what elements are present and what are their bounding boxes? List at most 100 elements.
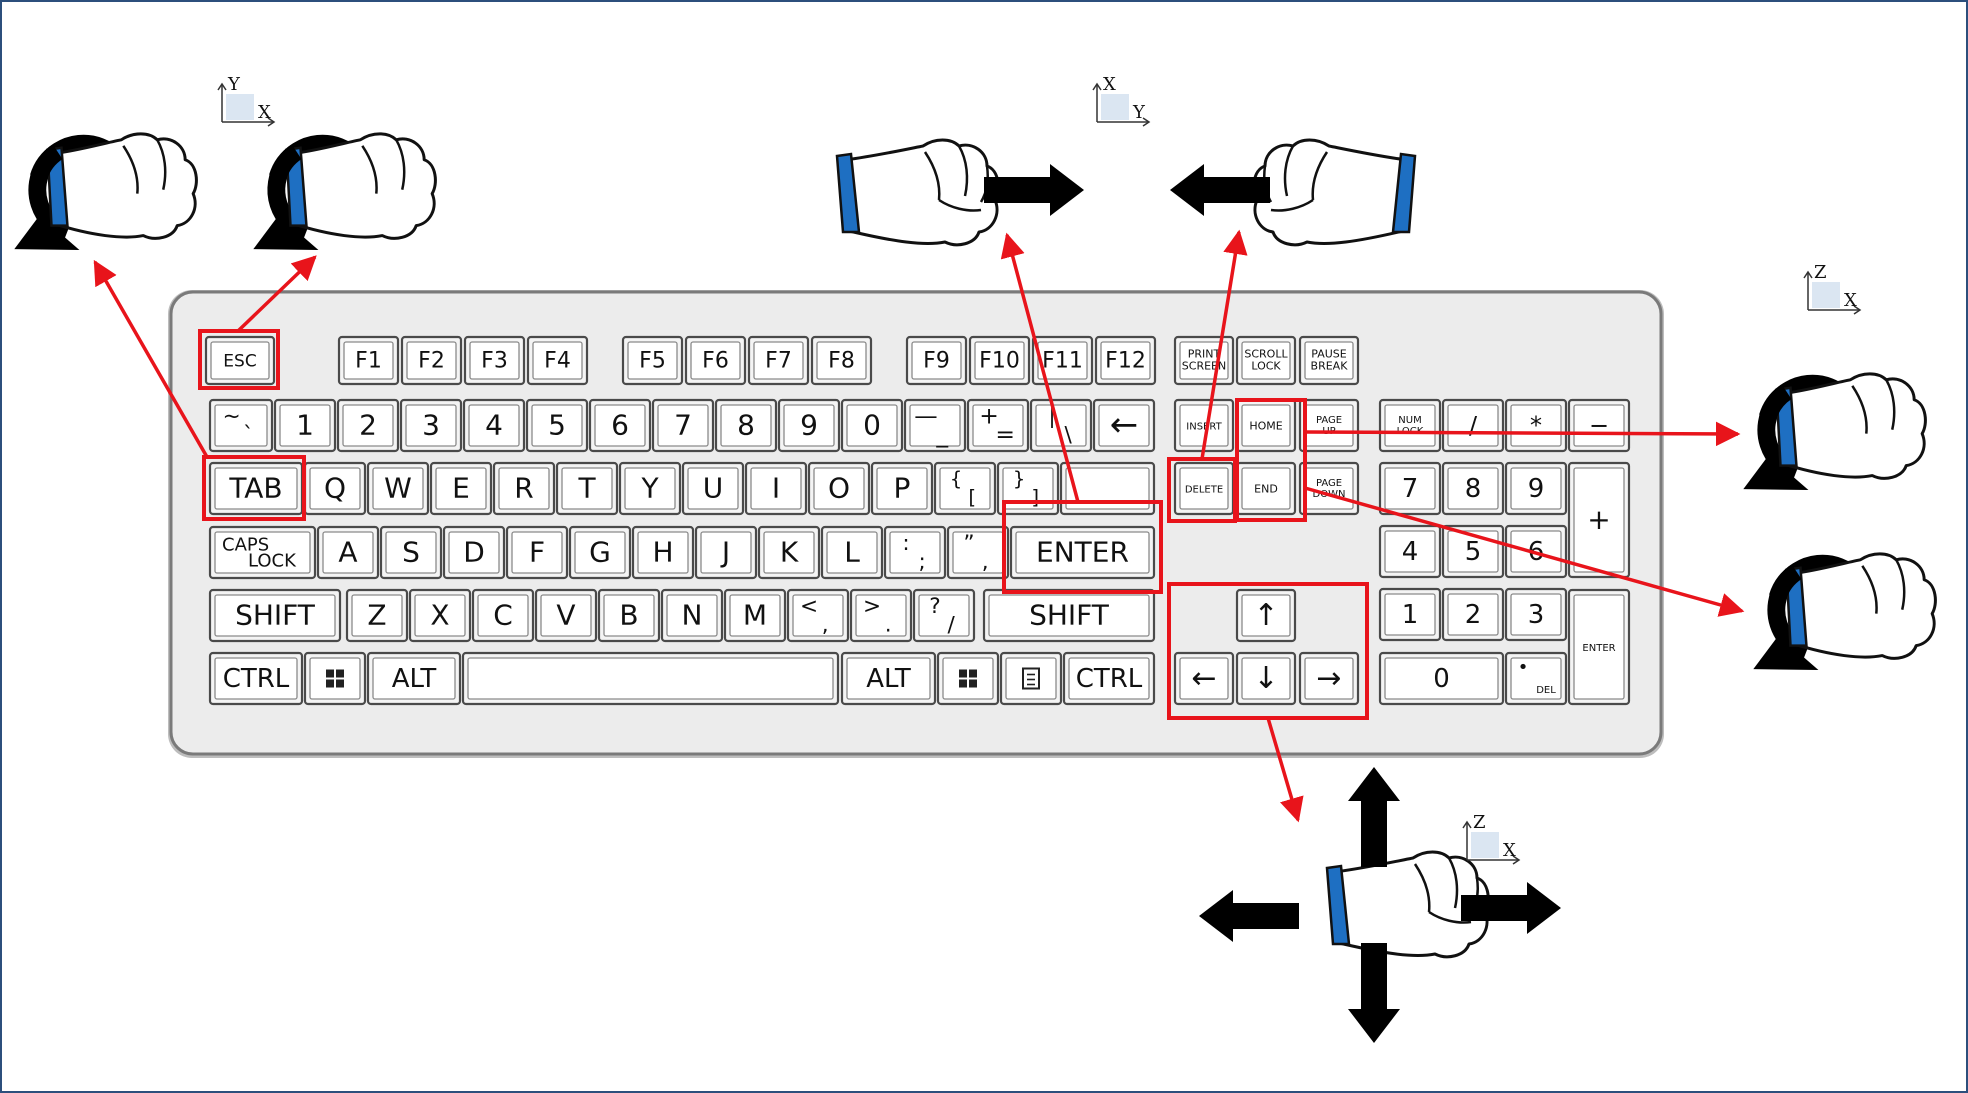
- key-question[interactable]: ?/: [912, 588, 976, 643]
- key-numpad-minus[interactable]: −: [1567, 398, 1631, 453]
- key-alt-right[interactable]: ALT: [840, 651, 937, 706]
- key-a[interactable]: A: [316, 525, 380, 580]
- key-q[interactable]: Q: [303, 461, 367, 516]
- key-numpad-dot[interactable]: • DEL: [1504, 651, 1568, 706]
- key-tab[interactable]: TAB: [208, 461, 304, 516]
- key-end[interactable]: END: [1235, 461, 1297, 516]
- key-f4[interactable]: F4: [526, 335, 589, 386]
- key-v[interactable]: V: [534, 588, 598, 643]
- key-w[interactable]: W: [366, 461, 430, 516]
- key-esc[interactable]: ESC: [204, 335, 276, 386]
- key-num-lock[interactable]: NUMLOCK: [1378, 398, 1442, 453]
- key-ctrl-left[interactable]: CTRL: [208, 651, 304, 706]
- key-y[interactable]: Y: [618, 461, 682, 516]
- key-2[interactable]: 2: [336, 398, 400, 453]
- key-insert[interactable]: INSERT: [1173, 398, 1235, 453]
- key-numpad-multiply[interactable]: *: [1504, 398, 1568, 453]
- key-numpad-4[interactable]: 4: [1378, 524, 1442, 579]
- key-p[interactable]: P: [870, 461, 934, 516]
- key-quote[interactable]: ”,: [946, 525, 1010, 580]
- key-equals[interactable]: +=: [966, 398, 1030, 453]
- key-d[interactable]: D: [442, 525, 506, 580]
- key-f1[interactable]: F1: [337, 335, 400, 386]
- key-menu[interactable]: [999, 651, 1063, 706]
- key-0[interactable]: 0: [840, 398, 904, 453]
- key-windows-right[interactable]: [936, 651, 1000, 706]
- key-6[interactable]: 6: [588, 398, 652, 453]
- key-greater[interactable]: >.: [849, 588, 913, 643]
- key-numpad-0[interactable]: 0: [1378, 651, 1505, 706]
- key-numpad-1[interactable]: 1: [1378, 587, 1442, 642]
- key-windows-left[interactable]: [303, 651, 367, 706]
- key-m[interactable]: M: [723, 588, 787, 643]
- key-f12[interactable]: F12: [1094, 335, 1157, 386]
- key-arrow-up[interactable]: ↑: [1235, 588, 1297, 643]
- key-k[interactable]: K: [757, 525, 821, 580]
- key-arrow-left[interactable]: ←: [1173, 651, 1235, 706]
- key-z[interactable]: Z: [345, 588, 409, 643]
- key-pipe[interactable]: |\: [1029, 398, 1093, 453]
- key-f7[interactable]: F7: [747, 335, 810, 386]
- key-3[interactable]: 3: [399, 398, 463, 453]
- key-j[interactable]: J: [694, 525, 758, 580]
- key-x[interactable]: X: [408, 588, 472, 643]
- key-f[interactable]: F: [505, 525, 569, 580]
- key-ctrl-right[interactable]: CTRL: [1062, 651, 1156, 706]
- key-minus[interactable]: —_: [903, 398, 967, 453]
- key-brace-right[interactable]: }]: [996, 461, 1060, 516]
- key-f8[interactable]: F8: [810, 335, 873, 386]
- key-5[interactable]: 5: [525, 398, 589, 453]
- key-l[interactable]: L: [820, 525, 884, 580]
- key-page-up[interactable]: PAGEUP: [1298, 398, 1360, 453]
- key-numpad-2[interactable]: 2: [1441, 587, 1505, 642]
- key-brace-left[interactable]: {[: [933, 461, 997, 516]
- key-f10[interactable]: F10: [968, 335, 1031, 386]
- key-numpad-9[interactable]: 9: [1504, 461, 1568, 516]
- key-g[interactable]: G: [568, 525, 632, 580]
- key-numpad-8[interactable]: 8: [1441, 461, 1505, 516]
- key-s[interactable]: S: [379, 525, 443, 580]
- key-backquote[interactable]: ~`: [208, 398, 274, 453]
- key-1[interactable]: 1: [273, 398, 337, 453]
- key-delete[interactable]: DELETE: [1173, 461, 1235, 516]
- key-arrow-right[interactable]: →: [1298, 651, 1360, 706]
- key-n[interactable]: N: [660, 588, 724, 643]
- key-h[interactable]: H: [631, 525, 695, 580]
- key-arrow-down[interactable]: ↓: [1235, 651, 1297, 706]
- key-less[interactable]: <,: [786, 588, 850, 643]
- key-enter[interactable]: ENTER: [1009, 525, 1156, 580]
- key-f11[interactable]: F11: [1031, 335, 1094, 386]
- key-shift-right[interactable]: SHIFT: [982, 588, 1156, 643]
- key-b[interactable]: B: [597, 588, 661, 643]
- key-8[interactable]: 8: [714, 398, 778, 453]
- key-numpad-divide[interactable]: /: [1441, 398, 1505, 453]
- key-u[interactable]: U: [681, 461, 745, 516]
- key-numpad-enter[interactable]: ENTER: [1567, 588, 1631, 706]
- key-numpad-3[interactable]: 3: [1504, 587, 1568, 642]
- key-f6[interactable]: F6: [684, 335, 747, 386]
- key-9[interactable]: 9: [777, 398, 841, 453]
- key-f2[interactable]: F2: [400, 335, 463, 386]
- key-7[interactable]: 7: [651, 398, 715, 453]
- key-i[interactable]: I: [744, 461, 808, 516]
- key-numpad-plus[interactable]: +: [1567, 461, 1631, 579]
- key-e[interactable]: E: [429, 461, 493, 516]
- key-c[interactable]: C: [471, 588, 535, 643]
- key-f9[interactable]: F9: [905, 335, 968, 386]
- key-home[interactable]: HOME: [1235, 398, 1297, 453]
- key-t[interactable]: T: [555, 461, 619, 516]
- key-colon[interactable]: :;: [883, 525, 947, 580]
- key-alt-left[interactable]: ALT: [366, 651, 462, 706]
- key-f5[interactable]: F5: [621, 335, 684, 386]
- key-4[interactable]: 4: [462, 398, 526, 453]
- key-r[interactable]: R: [492, 461, 556, 516]
- key-o[interactable]: O: [807, 461, 871, 516]
- key-backspace[interactable]: ←: [1092, 398, 1156, 453]
- key-shift-left[interactable]: SHIFT: [208, 588, 342, 643]
- key-f3[interactable]: F3: [463, 335, 526, 386]
- key-space[interactable]: [461, 651, 840, 706]
